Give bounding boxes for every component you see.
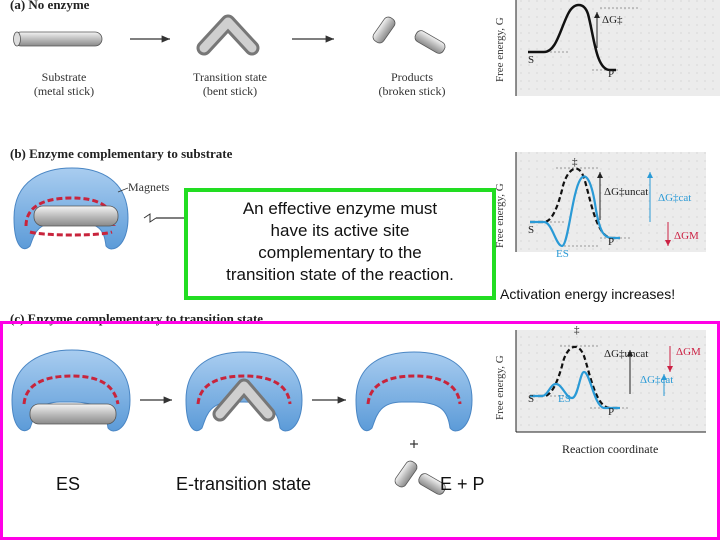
graph-c-dg-uncat: ΔG‡uncat bbox=[604, 348, 649, 360]
e-transition-state-label: E-transition state bbox=[176, 474, 312, 494]
e-plus-p-label: E + P bbox=[440, 474, 485, 494]
graph-b-es-label: ES bbox=[556, 248, 569, 260]
enzyme-c2 bbox=[185, 351, 303, 432]
callout-line-2: have its active site bbox=[270, 221, 410, 240]
products-label: Products (broken stick) bbox=[362, 70, 462, 98]
graph-a-s-label: S bbox=[528, 54, 535, 66]
transition-label: Transition state (bent stick) bbox=[180, 70, 280, 98]
magnets-label: Magnets bbox=[128, 180, 170, 194]
es-label: ES bbox=[56, 474, 81, 494]
section-a-title: (a) No enzyme bbox=[10, 0, 90, 12]
transition-caption: Transition state bbox=[193, 70, 267, 84]
broken-stick-c bbox=[394, 460, 446, 495]
callout-line-3: complementary to the bbox=[258, 243, 422, 262]
graph-c-dg-m: ΔGM bbox=[676, 346, 701, 358]
enzyme-b bbox=[13, 167, 186, 250]
graph-c-ylabel: Free energy, G bbox=[494, 355, 506, 420]
substrate-caption: Substrate bbox=[41, 70, 87, 84]
products-subcaption: (broken stick) bbox=[378, 84, 446, 98]
graph-b-dg-cat: ΔG‡cat bbox=[658, 192, 692, 204]
graph-b-dagger: ‡ bbox=[572, 156, 578, 168]
graph-b-s-label: S bbox=[528, 224, 535, 236]
graph-a-dg-label: ΔG‡ bbox=[602, 14, 623, 26]
graph-a-ylabel: Free energy, G bbox=[494, 17, 506, 82]
graph-c-s-label: S bbox=[528, 393, 535, 405]
graph-a-p-label: P bbox=[608, 68, 615, 80]
graph-b-p-label: P bbox=[608, 236, 615, 248]
substrate-stick bbox=[13, 31, 103, 47]
bent-stick bbox=[196, 14, 260, 56]
products-caption: Products bbox=[391, 70, 433, 84]
graph-c-p-label: P bbox=[608, 406, 615, 418]
energy-graph-b bbox=[515, 152, 706, 252]
energy-graph-c bbox=[515, 330, 706, 433]
transition-subcaption: (bent stick) bbox=[202, 84, 258, 98]
graph-b-dg-uncat: ΔG‡uncat bbox=[604, 186, 649, 198]
section-b-title: (b) Enzyme complementary to substrate bbox=[10, 146, 233, 161]
graph-b-dg-m: ΔGM bbox=[674, 230, 699, 242]
graph-c-dagger: ‡ bbox=[574, 324, 580, 336]
enzyme-c3 bbox=[355, 351, 473, 448]
graph-c-es-label: ES bbox=[558, 393, 571, 405]
callout-line-4: transition state of the reaction. bbox=[226, 265, 454, 284]
enzyme-c1 bbox=[11, 349, 131, 432]
section-c-frame bbox=[0, 321, 720, 540]
substrate-subcaption: (metal stick) bbox=[33, 84, 95, 98]
callout-box: An effective enzyme must have its active… bbox=[184, 188, 496, 300]
activation-energy-note: Activation energy increases! bbox=[500, 286, 676, 302]
broken-stick-products bbox=[372, 16, 446, 54]
graph-c-xlabel: Reaction coordinate bbox=[562, 442, 659, 456]
graph-c-dg-cat: ΔG‡cat bbox=[640, 374, 674, 386]
energy-graph-a bbox=[515, 0, 720, 96]
substrate-label: Substrate (metal stick) bbox=[14, 70, 114, 98]
callout-line-1: An effective enzyme must bbox=[242, 199, 438, 218]
